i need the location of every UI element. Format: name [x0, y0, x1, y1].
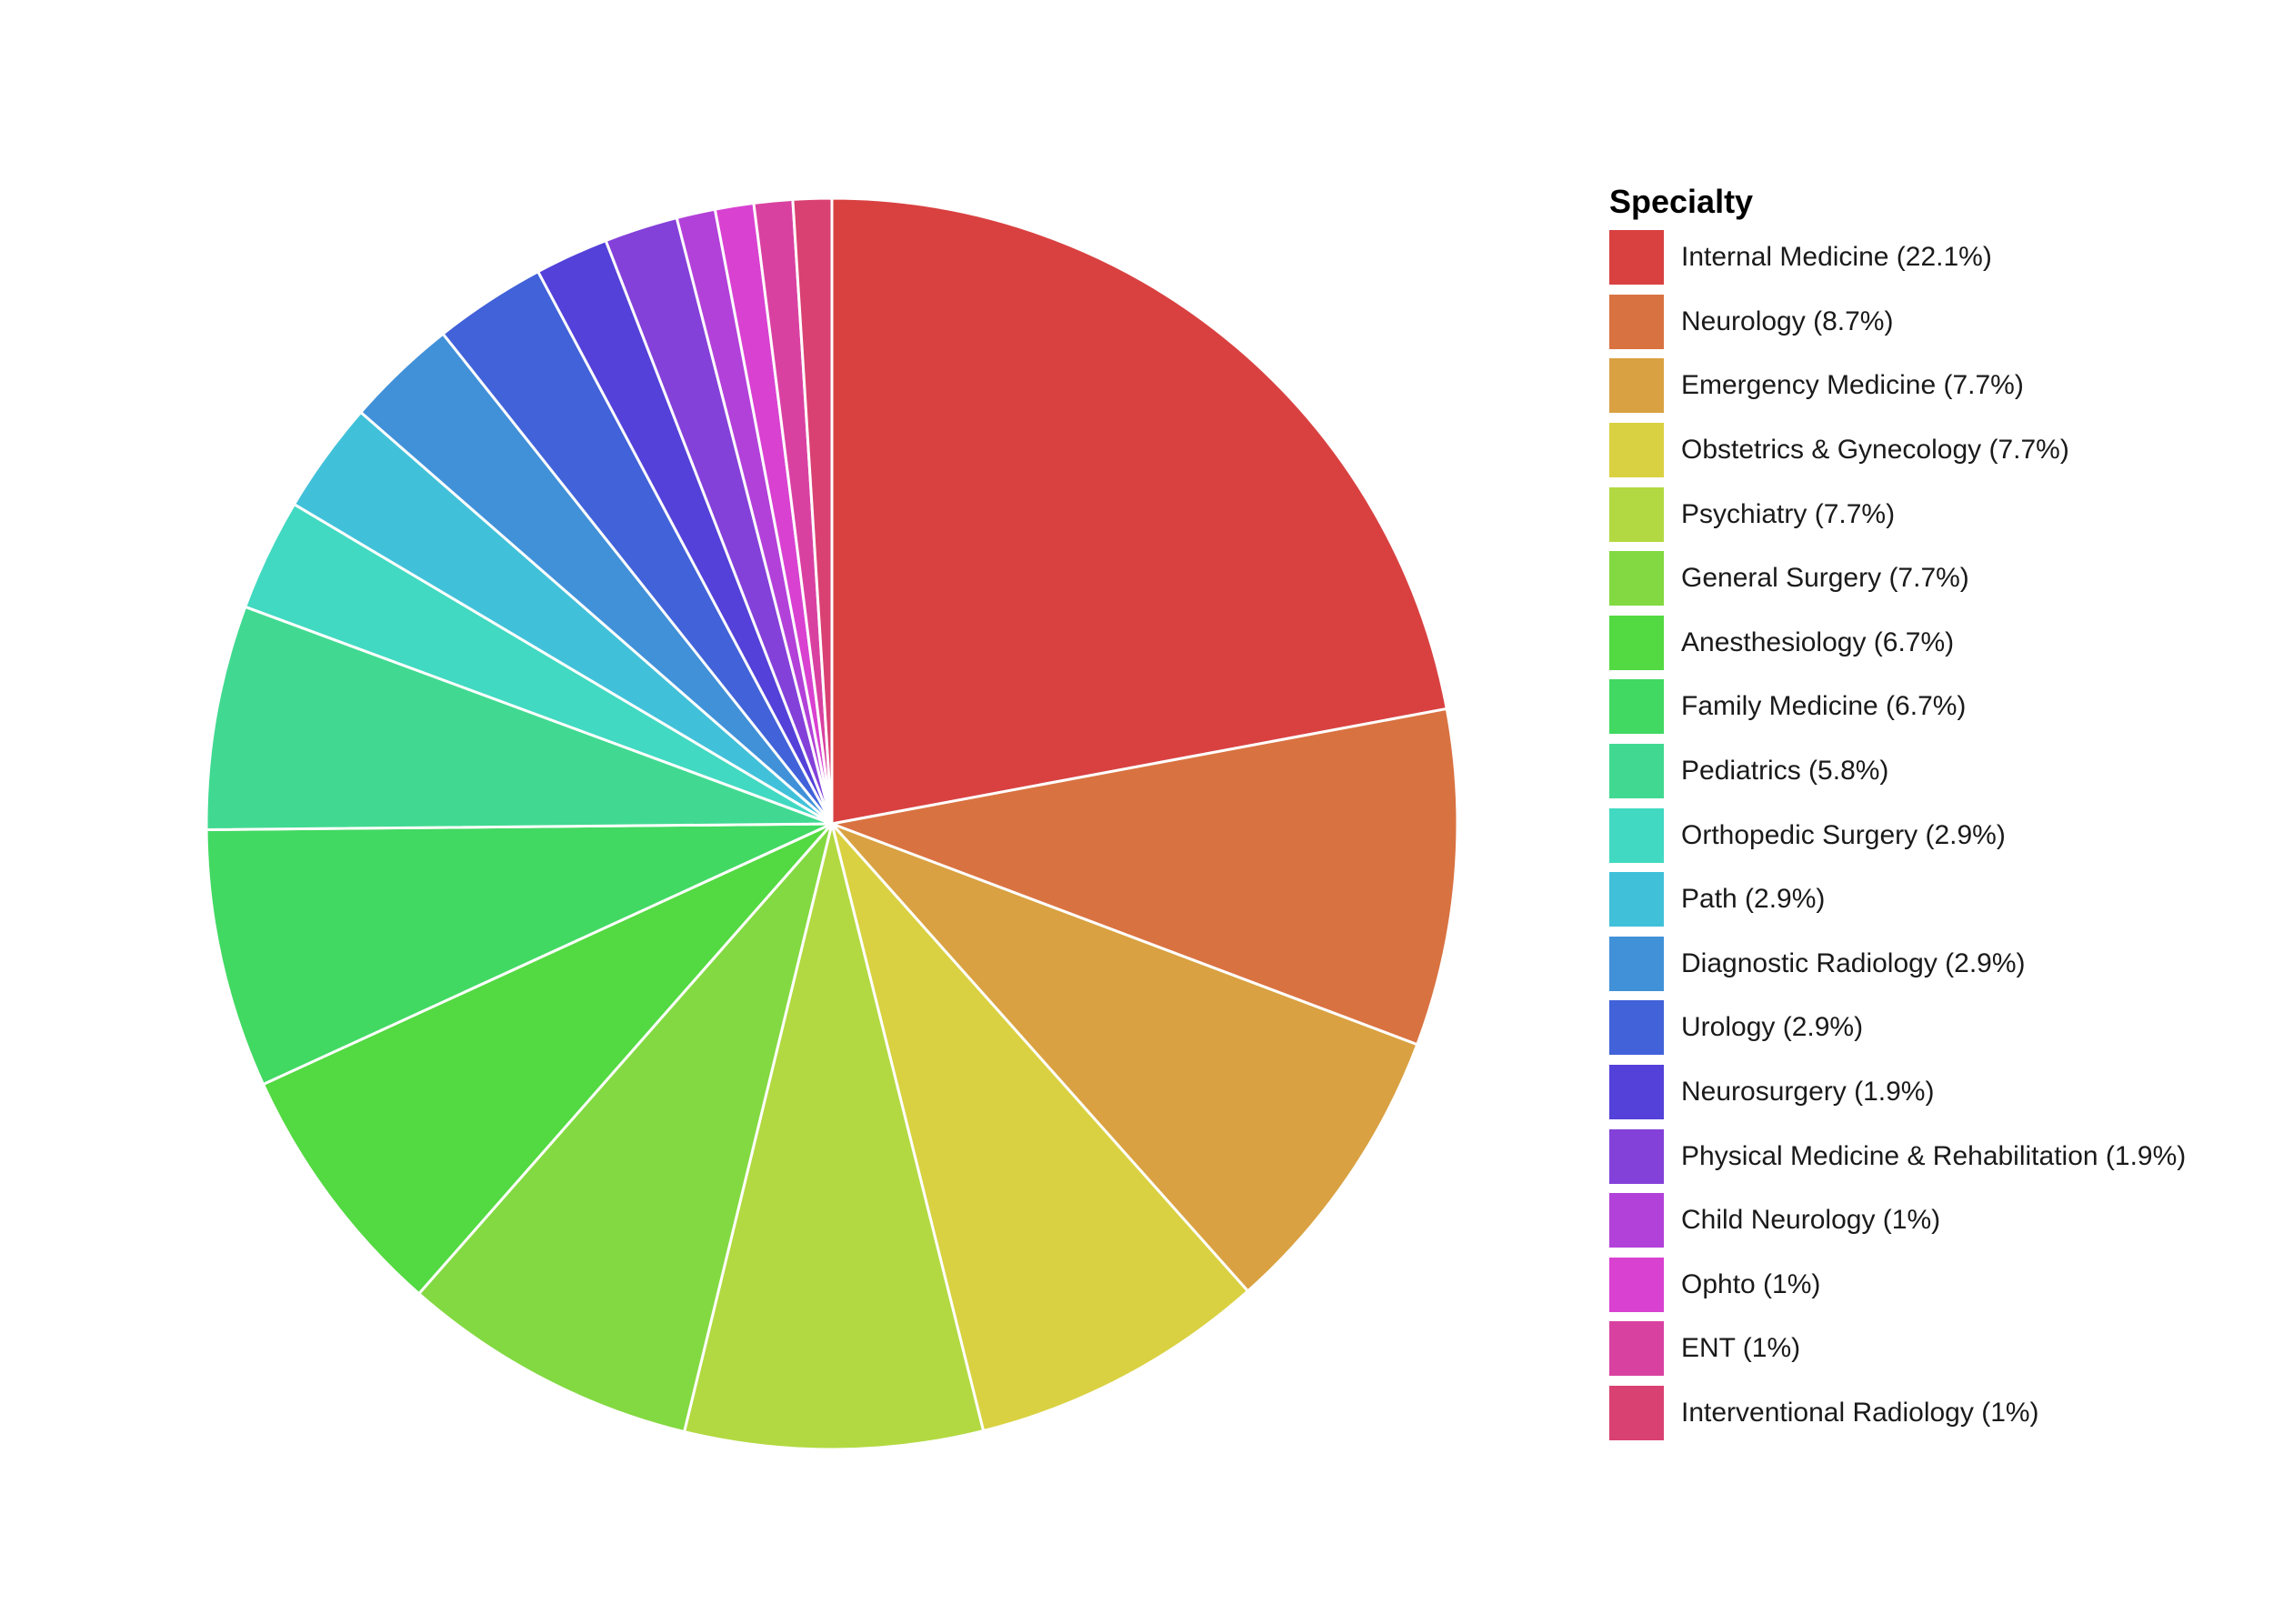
legend-item: Orthopedic Surgery (2.9%)	[1607, 803, 2186, 867]
legend-item: Emergency Medicine (7.7%)	[1607, 354, 2186, 418]
legend-label: Ophto (1%)	[1681, 1268, 1821, 1299]
legend-item: Urology (2.9%)	[1607, 996, 2186, 1060]
legend-swatch	[1607, 356, 1666, 416]
legend-item: Obstetrics & Gynecology (7.7%)	[1607, 418, 2186, 483]
pie-slice	[830, 707, 1459, 1047]
legend-item: Neurology (8.7%)	[1607, 290, 2186, 355]
legend: Specialty Internal Medicine (22.1%) Neuro…	[1607, 178, 2186, 1445]
legend-item: Family Medicine (6.7%)	[1607, 675, 2186, 739]
legend-swatch	[1607, 421, 1666, 480]
pie-slice	[791, 196, 834, 826]
legend-label: Diagnostic Radiology (2.9%)	[1681, 947, 2026, 978]
legend-label: Path (2.9%)	[1681, 884, 1826, 915]
legend-swatch	[1607, 870, 1666, 929]
legend-item: Internal Medicine (22.1%)	[1607, 226, 2186, 290]
legend-item: Ophto (1%)	[1607, 1253, 2186, 1318]
legend-label: Neurology (8.7%)	[1681, 306, 1894, 336]
pie-slice	[262, 822, 834, 1296]
legend-swatch	[1607, 549, 1666, 608]
legend-label: Child Neurology (1%)	[1681, 1205, 1941, 1236]
legend-label: Anesthesiology (6.7%)	[1681, 627, 1955, 657]
legend-label: Internal Medicine (22.1%)	[1681, 242, 1992, 273]
legend-swatch	[1607, 998, 1666, 1058]
legend-swatch	[1607, 934, 1666, 993]
legend-swatch	[1607, 1319, 1666, 1378]
legend-item: Psychiatry (7.7%)	[1607, 482, 2186, 546]
legend-swatch	[1607, 742, 1666, 801]
pie-slice	[205, 605, 834, 831]
legend-item: Diagnostic Radiology (2.9%)	[1607, 932, 2186, 997]
pie-slice	[205, 822, 834, 1087]
legend-label: Physical Medicine & Rehabilitation (1.9%…	[1681, 1140, 2187, 1171]
legend-swatch	[1607, 1383, 1666, 1442]
legend-label: Psychiatry (7.7%)	[1681, 498, 1896, 529]
legend-item: ENT (1%)	[1607, 1317, 2186, 1381]
legend-item: Neurosurgery (1.9%)	[1607, 1060, 2186, 1125]
legend-label: Interventional Radiology (1%)	[1681, 1397, 2039, 1428]
legend-items: Internal Medicine (22.1%) Neurology (8.7%…	[1607, 226, 2186, 1445]
legend-swatch	[1607, 485, 1666, 544]
legend-label: Emergency Medicine (7.7%)	[1681, 370, 2024, 401]
legend-swatch	[1607, 1063, 1666, 1122]
pie-slice	[417, 822, 834, 1434]
pie-slice	[683, 822, 986, 1451]
legend-swatch	[1607, 292, 1666, 351]
legend-title: Specialty	[1609, 183, 1754, 220]
legend-item: Anesthesiology (6.7%)	[1607, 611, 2186, 676]
legend-swatch	[1607, 806, 1666, 865]
legend-label: Pediatrics (5.8%)	[1681, 756, 1889, 787]
legend-swatch	[1607, 1255, 1666, 1314]
legend-item: Child Neurology (1%)	[1607, 1188, 2186, 1253]
legend-label: ENT (1%)	[1681, 1333, 1801, 1364]
pie-slice	[830, 822, 1419, 1293]
legend-label: Urology (2.9%)	[1681, 1012, 1864, 1043]
legend-swatch	[1607, 613, 1666, 672]
legend-label: General Surgery (7.7%)	[1681, 563, 1969, 594]
legend-label: Obstetrics & Gynecology (7.7%)	[1681, 435, 2069, 466]
legend-label: Family Medicine (6.7%)	[1681, 691, 1967, 722]
legend-swatch	[1607, 1127, 1666, 1186]
legend-item: Physical Medicine & Rehabilitation (1.9%…	[1607, 1124, 2186, 1188]
legend-label: Neurosurgery (1.9%)	[1681, 1077, 1935, 1108]
legend-item: General Surgery (7.7%)	[1607, 546, 2186, 611]
legend-swatch	[1607, 677, 1666, 737]
legend-swatch	[1607, 1191, 1666, 1250]
legend-label: Orthopedic Surgery (2.9%)	[1681, 819, 2006, 850]
pie-slice	[830, 822, 1249, 1433]
legend-item: Path (2.9%)	[1607, 867, 2186, 932]
legend-swatch	[1607, 228, 1666, 287]
legend-item: Interventional Radiology (1%)	[1607, 1381, 2186, 1446]
pie-slice	[830, 196, 1448, 826]
legend-item: Pediatrics (5.8%)	[1607, 739, 2186, 804]
